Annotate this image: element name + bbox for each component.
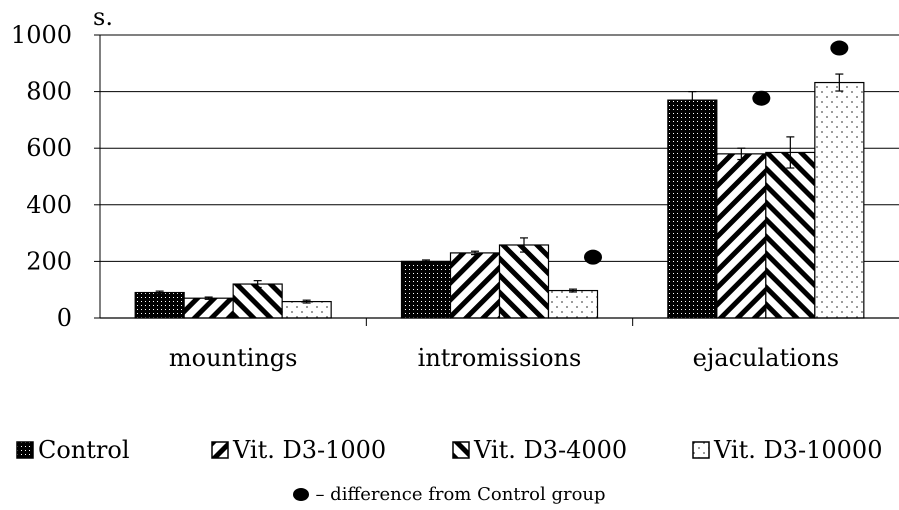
y-axis-unit-label: s. [93,3,113,31]
legend-swatch [692,441,710,459]
legend-item-control: Control [16,436,130,464]
y-tick-label: 600 [26,134,72,162]
legend-swatch [211,441,229,459]
y-tick-label: 200 [26,247,72,275]
legend-item-vit-d3-1000: Vit. D3-1000 [211,436,386,464]
note-text: – difference from Control group [315,484,606,505]
error-bars [155,73,844,304]
bar-intromissions-vit-d3-10000 [547,289,599,319]
bar-intromissions-vit-d3-1000 [449,252,501,319]
difference-markers [584,40,849,265]
bar-ejaculations-vit-d3-1000 [716,153,767,319]
legend-swatch [452,441,470,459]
legend-label: Vit. D3-10000 [714,436,883,464]
bar-ejaculations-vit-d3-4000 [765,151,816,319]
bar-ejaculations-vit-d3-10000 [814,81,865,319]
bar-mountings-vit-d3-10000 [281,300,332,319]
legend-swatch [16,441,34,459]
difference-marker [752,90,771,106]
y-axis: 0 200 400 600 800 1000 [11,21,101,332]
x-category-label: ejaculations [693,344,839,372]
x-category-label: intromissions [418,344,582,372]
legend-label: Vit. D3-1000 [233,436,387,464]
legend-note: – difference from Control group [0,484,899,505]
bar-mountings-vit-d3-4000 [232,283,283,319]
bar-mountings-control [134,291,185,319]
y-tick-label: 0 [57,304,72,332]
bar-mountings-vit-d3-1000 [183,297,234,319]
x-axis: mountings intromissions ejaculations [100,317,899,372]
legend-label: Vit. D3-4000 [474,436,628,464]
legend: Control Vit. D3-1000 Vit. D3-4000 Vit. D3-1… [16,436,899,470]
legend-label: Control [38,436,130,464]
difference-marker [584,249,602,265]
difference-marker [830,40,849,56]
legend-item-vit-d3-10000: Vit. D3-10000 [692,436,882,464]
y-tick-label: 800 [26,78,72,106]
bar-ejaculations-control [667,99,718,319]
bar-intromissions-vit-d3-4000 [498,244,550,319]
legend-item-vit-d3-4000: Vit. D3-4000 [452,436,627,464]
difference-dot-icon [293,488,310,501]
bar-chart: 0 200 400 600 800 1000 s. mountings intromissi… [11,3,899,372]
y-tick-label: 400 [26,191,72,219]
bar-intromissions-control [400,260,452,319]
y-tick-label: 1000 [11,21,72,49]
bars [134,81,865,319]
x-category-label: mountings [169,344,298,372]
